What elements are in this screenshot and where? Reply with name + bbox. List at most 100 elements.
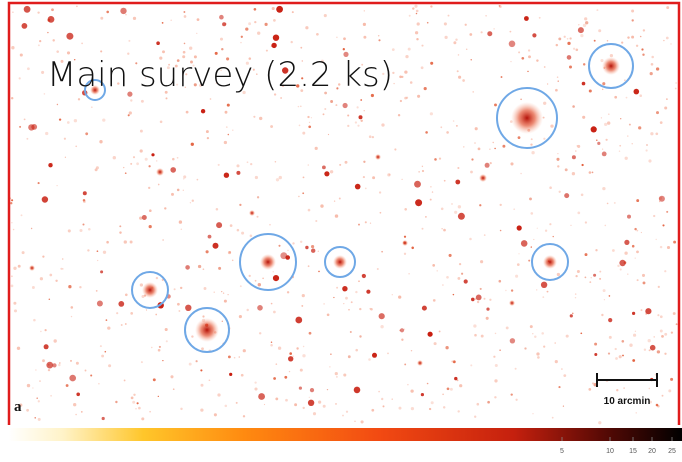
noise-dot [249,275,251,277]
noise-dot [156,160,158,162]
noise-dot [106,319,108,321]
noise-dot [494,103,497,106]
noise-dot [604,299,605,300]
noise-dot [640,36,642,38]
noise-dot [619,355,622,358]
point-source [305,246,308,249]
noise-dot [673,241,676,244]
noise-dot [663,40,664,41]
noise-dot [358,280,360,282]
noise-dot [140,283,143,286]
noise-dot [265,23,268,26]
noise-dot [499,350,500,351]
noise-dot [87,249,89,251]
noise-dot [656,404,659,407]
noise-dot [555,89,558,92]
colorbar-tick-label: 25 [668,448,676,455]
noise-dot [662,224,664,226]
noise-dot [289,371,290,372]
noise-dot [123,167,124,168]
noise-dot [102,118,105,121]
noise-dot [275,161,277,163]
noise-dot [209,379,211,381]
noise-dot [73,403,76,406]
noise-dot [658,286,660,288]
noise-dot [554,342,556,344]
noise-dot [499,5,501,7]
noise-dot [237,229,240,232]
noise-dot [291,41,293,43]
noise-dot [495,333,497,335]
noise-dot [411,247,414,250]
noise-dot [441,228,442,229]
noise-dot [616,389,618,391]
noise-dot [189,363,192,366]
noise-dot [243,415,245,417]
noise-dot [177,189,180,192]
noise-dot [505,290,506,291]
noise-dot [124,379,126,381]
noise-dot [489,299,491,301]
noise-dot [141,361,143,363]
noise-dot [318,251,319,252]
noise-dot [206,130,209,133]
point-source [476,295,482,301]
noise-dot [636,251,639,254]
noise-dot [662,395,664,397]
noise-dot [589,89,592,92]
noise-dot [599,278,601,280]
noise-dot [276,363,278,365]
extended-source [333,255,347,269]
point-source [619,260,625,266]
noise-dot [220,38,223,41]
noise-dot [191,143,194,146]
noise-dot [458,205,461,208]
noise-dot [239,315,242,318]
noise-dot [633,334,636,337]
noise-dot [567,42,570,45]
noise-dot [360,99,362,101]
point-source [597,142,600,145]
noise-dot [394,148,396,150]
noise-dot [296,347,298,349]
noise-dot [456,125,458,127]
noise-dot [350,331,352,333]
noise-dot [629,124,631,126]
noise-dot [181,228,183,230]
noise-dot [38,400,40,402]
noise-dot [250,235,253,238]
noise-dot [537,228,538,229]
noise-dot [71,316,72,317]
noise-dot [79,286,81,288]
noise-dot [457,167,459,169]
noise-dot [97,250,99,252]
noise-dot [439,158,441,160]
noise-dot [547,83,548,84]
noise-dot [26,138,28,140]
noise-dot [582,116,585,119]
noise-dot [158,396,159,397]
noise-dot [565,168,568,171]
noise-dot [453,294,454,295]
noise-dot [106,11,109,14]
noise-dot [558,37,561,40]
noise-dot [355,349,358,352]
noise-dot [336,376,338,378]
noise-dot [105,351,107,353]
noise-dot [430,186,432,188]
noise-dot [660,121,663,124]
noise-dot [264,404,265,405]
noise-dot [78,98,80,100]
noise-dot [285,399,288,402]
noise-dot [137,402,139,404]
noise-dot [459,263,461,265]
noise-dot [553,236,554,237]
noise-dot [369,308,371,310]
noise-dot [644,349,646,351]
noise-dot [656,239,657,240]
noise-dot [170,19,172,21]
noise-dot [531,138,533,140]
noise-dot [149,225,152,228]
noise-dot [22,251,25,254]
noise-dot [330,100,333,103]
